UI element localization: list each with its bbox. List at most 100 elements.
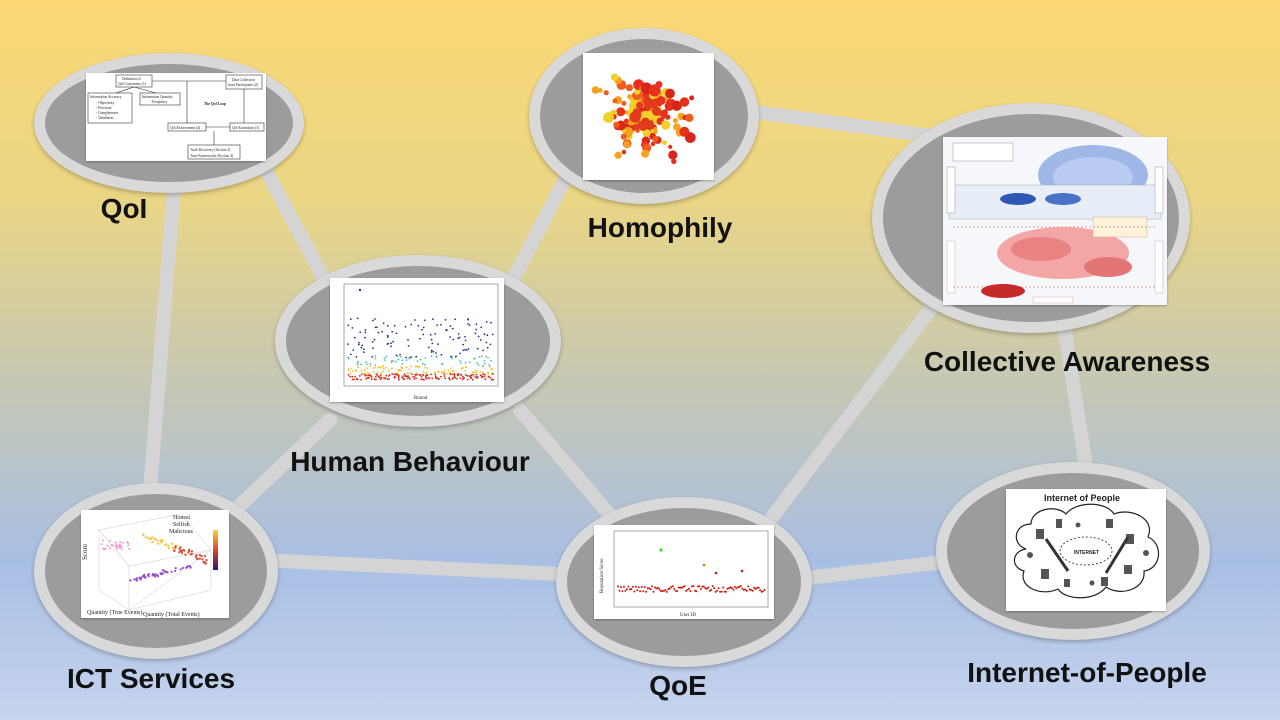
- human-scatter-point: [451, 357, 453, 360]
- human-scatter-point: [391, 330, 394, 333]
- human-scatter-point: [408, 357, 411, 360]
- homophily-node-dot: [641, 149, 650, 158]
- human-scatter-point: [474, 375, 476, 378]
- qoi-loop-thumbnail: Definition of QoI Constraints (1) Inform…: [86, 73, 266, 161]
- human-scatter-point: [355, 377, 358, 380]
- human-scatter-point: [375, 378, 377, 381]
- ict-malicious-point: [179, 568, 182, 571]
- ict-honest-point: [190, 550, 193, 553]
- label-human-behaviour: Human Behaviour: [290, 446, 530, 477]
- human-scatter-point: [370, 376, 373, 378]
- ict-honest-point: [175, 544, 178, 547]
- collective-awareness-thumbnail: [943, 137, 1167, 305]
- human-scatter-point: [476, 347, 479, 350]
- human-scatter-point: [402, 378, 405, 381]
- qoe-score-point: [759, 589, 762, 592]
- qoe-score-point: [636, 589, 639, 592]
- human-scatter-point: [391, 373, 394, 375]
- human-scatter-point: [449, 336, 451, 338]
- ict-selfish-point: [109, 547, 112, 549]
- human-scatter-point: [463, 376, 465, 379]
- human-scatter-point: [456, 378, 458, 380]
- human-scatter-point: [382, 370, 384, 373]
- ict-selfish-point: [126, 540, 129, 543]
- ict-selfish-point: [114, 541, 117, 544]
- human-scatter-point: [406, 372, 409, 374]
- ict-malicious-point: [181, 566, 184, 570]
- label-ict-services: ICT Services: [66, 663, 236, 694]
- human-scatter-point: [410, 365, 413, 367]
- homophily-node-dot: [624, 118, 629, 124]
- human-scatter-point: [434, 371, 436, 374]
- human-scatter-point: [396, 355, 399, 358]
- human-scatter-point: [384, 359, 387, 361]
- homophily-node-dot: [639, 122, 647, 130]
- qoe-score-point: [722, 586, 725, 589]
- qoe-score-point: [659, 589, 662, 592]
- qoe-score-point: [714, 590, 717, 593]
- homophily-node-dot: [671, 158, 677, 165]
- ict-services-thumbnail: Score Quantity (True Events) Quantity (T…: [81, 510, 229, 618]
- human-scatter-point: [468, 324, 471, 326]
- ict-selfish-point: [110, 544, 113, 547]
- human-scatter-point: [461, 366, 464, 369]
- human-scatter-point: [379, 378, 382, 381]
- human-scatter-point: [375, 376, 377, 378]
- human-scatter-point: [364, 329, 367, 331]
- ict-selfish-point: [101, 539, 104, 542]
- human-scatter-point: [434, 333, 437, 335]
- human-scatter-point: [464, 339, 467, 342]
- human-scatter-point: [405, 366, 408, 369]
- human-scatter-point: [467, 323, 469, 325]
- ict-malicious-point: [133, 578, 136, 581]
- human-scatter-point: [487, 371, 489, 374]
- human-scatter-point: [451, 373, 454, 376]
- qoe-score-point: [732, 588, 735, 591]
- qoe-score-point: [639, 590, 642, 593]
- human-scatter-point: [471, 378, 474, 381]
- human-scatter-point: [466, 349, 468, 351]
- human-scatter-point: [395, 332, 398, 335]
- human-scatter-point: [440, 324, 442, 326]
- ict-honest-point: [182, 549, 185, 552]
- human-scatter-point: [398, 378, 400, 381]
- human-scatter-point: [459, 352, 461, 355]
- human-scatter-point: [382, 365, 384, 368]
- ict-honest-point: [150, 537, 153, 540]
- qoe-score-point: [620, 586, 622, 589]
- ict-honest-point: [142, 533, 145, 536]
- human-scatter-point: [485, 355, 487, 358]
- qoi-box-1b: QoI Constraints (1): [118, 82, 147, 86]
- ict-malicious-point: [136, 579, 139, 582]
- human-scatter-point: [371, 340, 374, 343]
- human-scatter-point: [470, 374, 473, 377]
- human-scatter-point: [391, 367, 393, 370]
- human-scatter-point: [436, 324, 439, 326]
- qoe-score-point: [708, 589, 711, 592]
- human-scatter-point: [442, 372, 444, 375]
- qoe-score-point: [624, 589, 627, 592]
- qoi-box-truth: Truth Discovery (Section 3): [190, 148, 231, 152]
- human-scatter-point: [409, 372, 411, 374]
- human-scatter-point: [392, 340, 394, 343]
- human-scatter-point: [484, 373, 486, 376]
- human-scatter-point: [397, 369, 400, 372]
- human-scatter-point: [449, 373, 452, 376]
- human-scatter-point: [440, 371, 443, 374]
- human-scatter-point: [401, 359, 404, 362]
- qoe-score-point: [676, 590, 679, 592]
- qoe-score-point: [618, 589, 621, 592]
- human-scatter-point: [431, 377, 434, 380]
- human-scatter-point: [357, 360, 360, 363]
- homophily-node-dot: [620, 133, 627, 140]
- human-scatter-point: [347, 324, 350, 327]
- human-scatter-point: [364, 336, 366, 339]
- human-scatter-point: [427, 377, 429, 379]
- qoe-plot-ylabel: Reputation Score: [600, 558, 605, 593]
- ict-selfish-point: [122, 541, 125, 544]
- homophily-node-dot: [661, 109, 668, 116]
- human-scatter-point: [379, 374, 382, 377]
- human-scatter-point: [450, 355, 452, 358]
- ict-selfish-point: [116, 547, 119, 550]
